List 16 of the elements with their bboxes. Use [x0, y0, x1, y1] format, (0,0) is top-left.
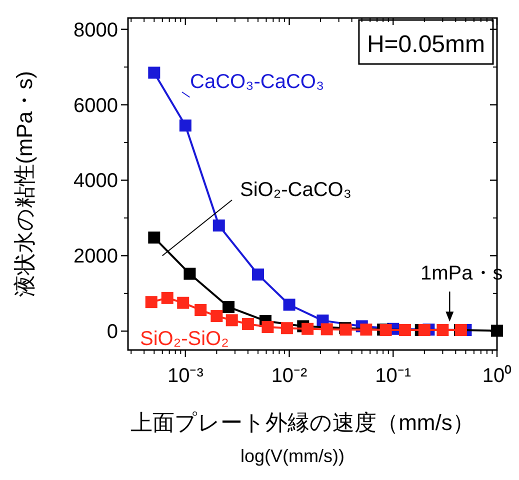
x-tick-label: 10⁰ [482, 364, 512, 387]
y-tick-label: 2000 [74, 246, 118, 268]
y-tick-label: 8000 [74, 19, 118, 42]
y-tick-label: 0 [106, 321, 118, 344]
x-tick-label: 10⁻² [271, 365, 308, 387]
text: log(V(mm/s)) [240, 446, 344, 466]
y-tick-label: 4000 [74, 170, 118, 192]
x-axis-title: 上面プレート外縁の速度（mm/s） [130, 410, 474, 435]
legend-label: CaCO₃-CaCO₃ [190, 71, 324, 93]
x-tick-label: 10⁻¹ [375, 365, 412, 387]
y-tick-label: 6000 [74, 94, 118, 117]
text: SiO₂-CaCO₃ [240, 179, 352, 201]
series-label: SiO₂-SiO₂ [140, 328, 229, 350]
y-axis-title: 液状水の粘性(mPa・s) [12, 71, 37, 297]
x-tick-label: 10⁻³ [167, 365, 204, 387]
annotation: H=0.05mm [366, 31, 485, 58]
